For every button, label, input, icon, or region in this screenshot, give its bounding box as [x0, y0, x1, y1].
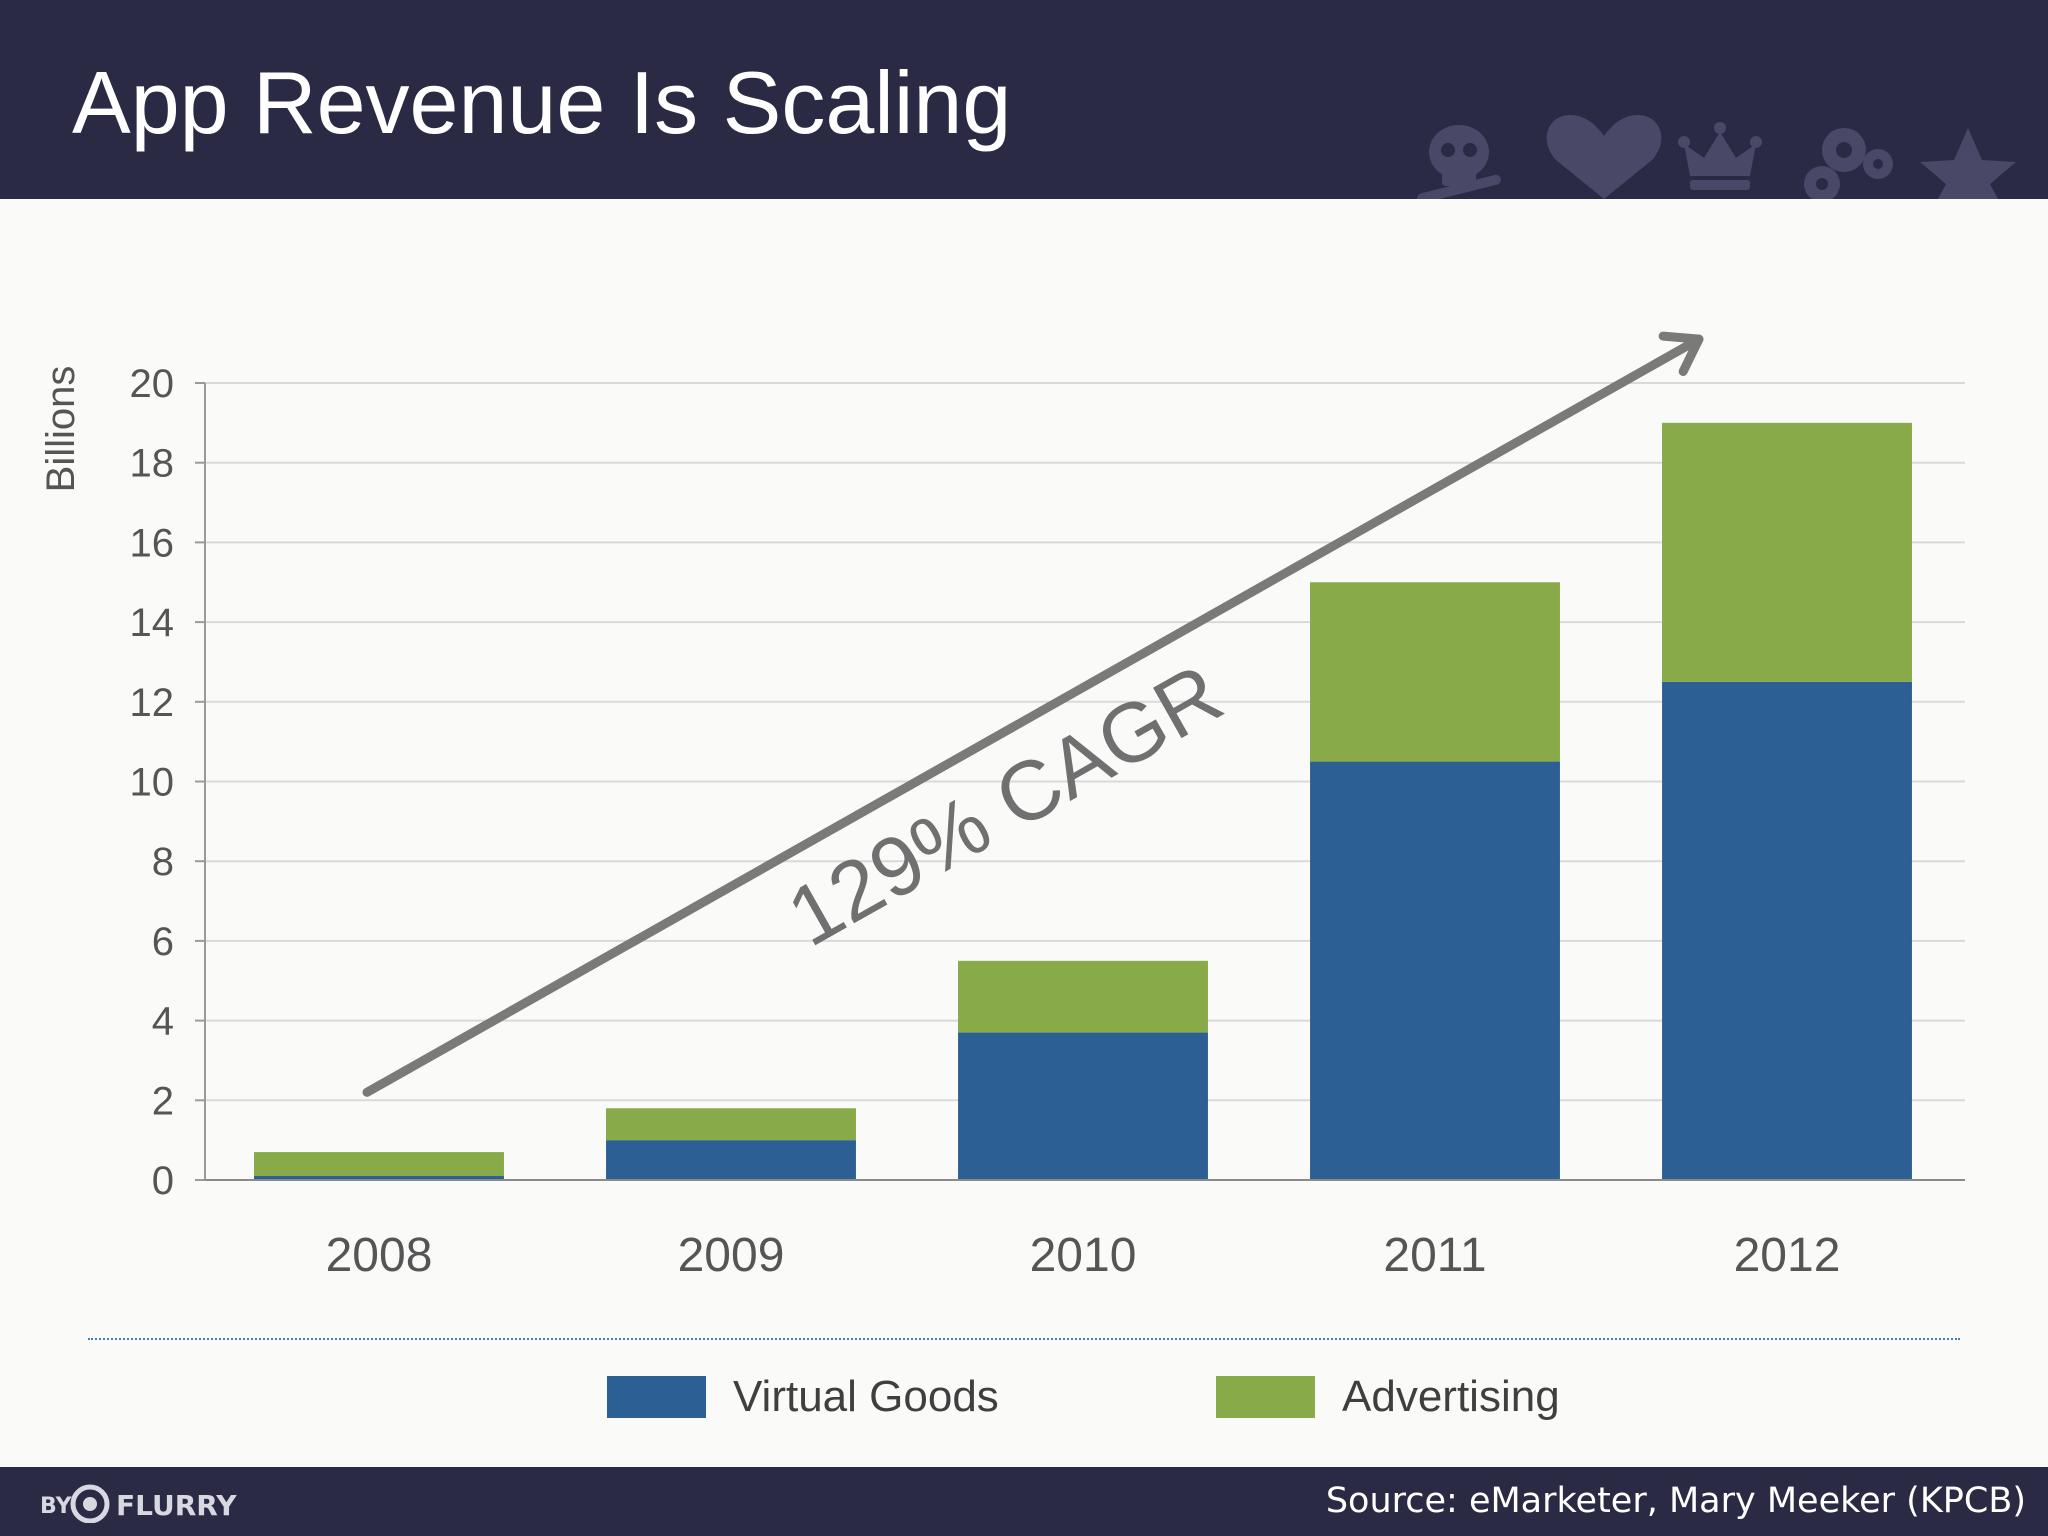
y-tick-label: 8 [152, 840, 174, 884]
bar-advertising-2008 [254, 1152, 504, 1177]
y-tick-label: 0 [152, 1159, 174, 1203]
skull-icon [1417, 125, 1501, 199]
y-tick-label: 20 [130, 362, 175, 406]
crown-icon [1678, 122, 1762, 190]
y-tick-label: 18 [130, 442, 175, 486]
legend-divider [88, 1338, 1960, 1340]
x-axis-ticks: 2008 2009 2010 2011 2012 [326, 1229, 1841, 1282]
x-tick-label: 2011 [1383, 1229, 1486, 1282]
footer-bar: BY FLURRY Source: eMarketer, Mary Meeker… [0, 1467, 2048, 1536]
legend-swatch-advertising [1216, 1376, 1315, 1418]
y-tick-label: 16 [130, 521, 175, 565]
cagr-arrow-line [362, 334, 1704, 1097]
star-icon [1920, 128, 2016, 199]
y-tick-label: 12 [130, 681, 175, 725]
legend-label-advertising: Advertising [1342, 1372, 1560, 1421]
bar-virtual-goods-2010 [958, 1032, 1208, 1180]
x-tick-label: 2012 [1734, 1229, 1841, 1282]
bar-virtual-goods-2008 [254, 1176, 504, 1180]
gears-icon [1804, 128, 1893, 199]
bar-advertising-2011 [1310, 582, 1560, 762]
legend-label-virtual-goods: Virtual Goods [733, 1372, 999, 1421]
source-note: Source: eMarketer, Mary Meeker (KPCB) [1325, 1481, 2026, 1521]
bar-virtual-goods-2009 [606, 1140, 856, 1180]
bar-virtual-goods-2012 [1662, 681, 1912, 1180]
y-axis-ticks: 0 2 4 6 8 10 12 14 16 18 20 [130, 362, 206, 1203]
y-tick-label: 6 [152, 920, 174, 964]
legend-swatch-virtual-goods [607, 1376, 706, 1418]
slide-title: App Revenue Is Scaling [72, 53, 1012, 152]
bar-advertising-2010 [958, 960, 1208, 1033]
bar-virtual-goods-2011 [1310, 761, 1560, 1180]
x-tick-label: 2009 [678, 1229, 785, 1282]
bar-advertising-2012 [1662, 422, 1912, 682]
header-bar: App Revenue Is Scaling [0, 0, 2048, 199]
y-tick-label: 2 [152, 1079, 174, 1123]
header-decoration [1417, 115, 2016, 199]
x-tick-label: 2010 [1030, 1229, 1137, 1282]
y-tick-label: 4 [152, 1000, 174, 1044]
flurry-logo: BY FLURRY [40, 1484, 237, 1523]
y-tick-label: 14 [130, 601, 175, 645]
brand-name: FLURRY [116, 1489, 237, 1522]
cagr-label: 129% CAGR [772, 645, 1237, 964]
cagr-arrow-head [1658, 331, 1704, 376]
heart-icon [1546, 115, 1662, 199]
bars [254, 422, 1912, 1180]
x-tick-label: 2008 [326, 1229, 433, 1282]
flurry-mark-icon [70, 1484, 110, 1523]
brand-by: BY [40, 1494, 73, 1519]
y-tick-label: 10 [130, 761, 175, 805]
y-axis-label: Billions [39, 366, 83, 493]
bar-advertising-2009 [606, 1108, 856, 1141]
